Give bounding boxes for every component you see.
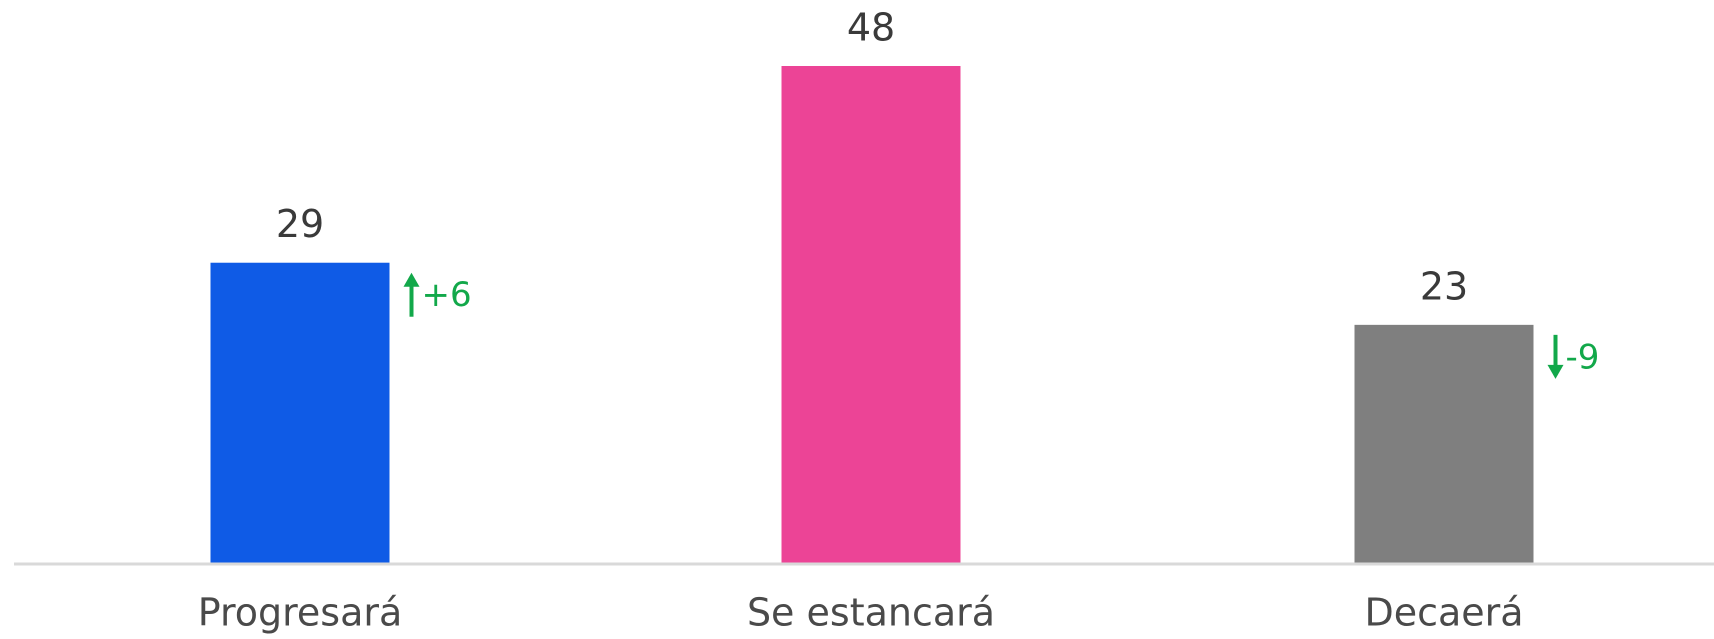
- change-label: -9: [1566, 337, 1600, 377]
- value-label: 29: [276, 202, 324, 246]
- value-label: 23: [1420, 264, 1468, 308]
- change-label: +6: [422, 275, 472, 315]
- x-tick-label: Progresará: [198, 591, 403, 635]
- bar: [1354, 324, 1534, 563]
- bar: [210, 262, 390, 563]
- x-tick-label: Decaerá: [1364, 591, 1523, 635]
- x-tick-label: Se estancará: [747, 591, 995, 635]
- value-label: 48: [847, 6, 895, 50]
- bar: [781, 66, 961, 563]
- change-arrow-head: [403, 272, 420, 287]
- change-arrow-head: [1547, 364, 1564, 379]
